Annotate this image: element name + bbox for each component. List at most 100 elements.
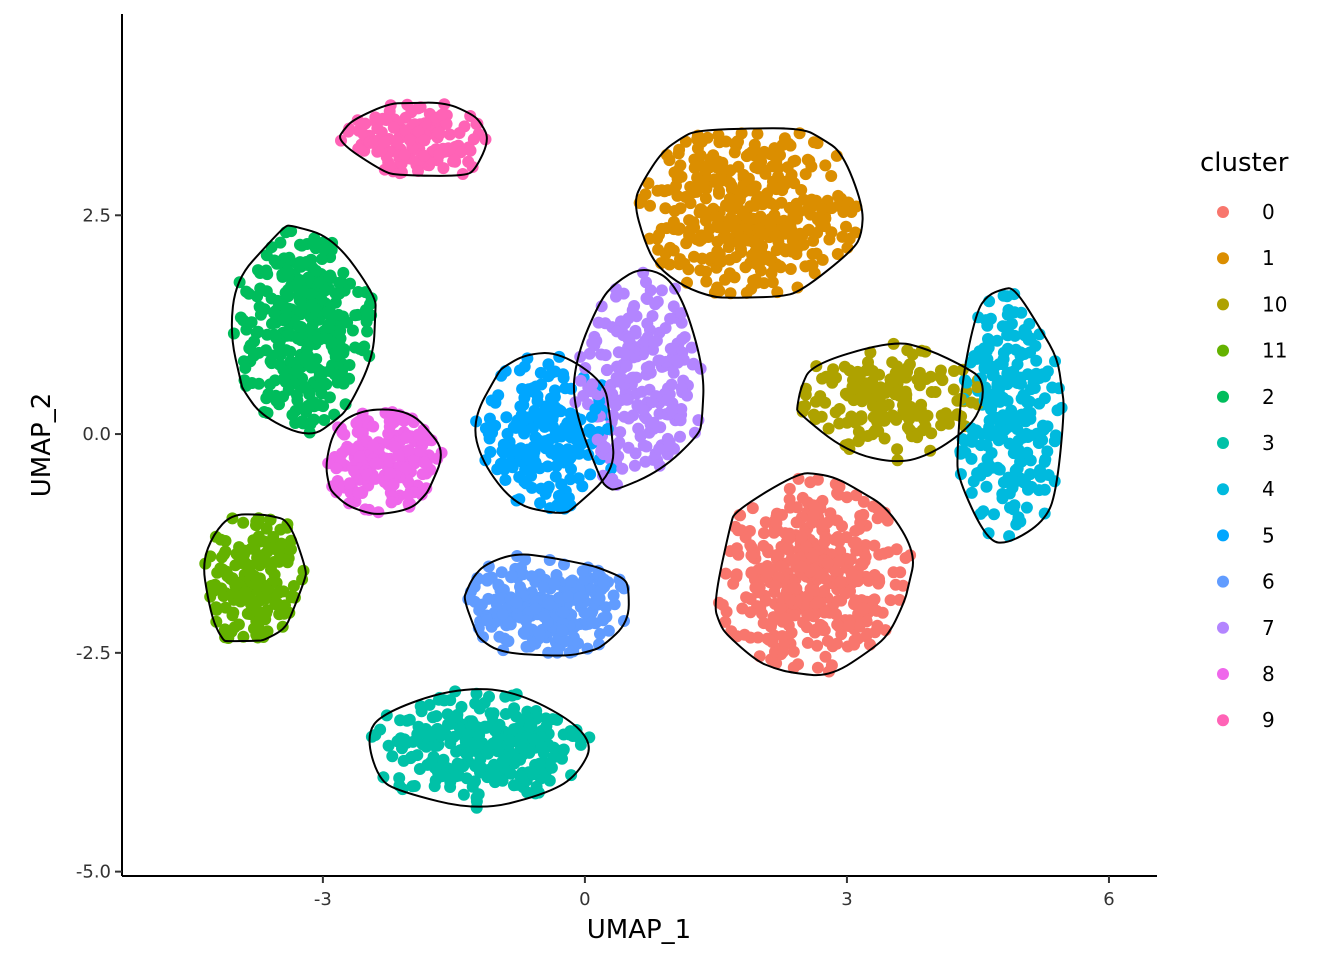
point-cluster-2 bbox=[349, 309, 362, 322]
point-cluster-6 bbox=[517, 626, 530, 639]
point-cluster-1 bbox=[722, 234, 735, 247]
point-cluster-0 bbox=[807, 508, 820, 521]
point-cluster-11 bbox=[219, 601, 232, 614]
point-cluster-0 bbox=[762, 633, 775, 646]
point-cluster-1 bbox=[729, 137, 741, 150]
legend-key-cluster-10 bbox=[1217, 298, 1229, 311]
point-cluster-1 bbox=[758, 277, 770, 290]
point-cluster-5 bbox=[517, 448, 530, 460]
point-cluster-1 bbox=[770, 155, 783, 168]
point-cluster-10 bbox=[871, 389, 884, 401]
point-cluster-9 bbox=[448, 153, 461, 166]
point-cluster-7 bbox=[586, 337, 599, 349]
point-cluster-1 bbox=[796, 229, 809, 242]
point-cluster-1 bbox=[724, 164, 737, 177]
point-cluster-1 bbox=[784, 263, 797, 275]
x-tick-label: -3 bbox=[314, 889, 332, 910]
point-cluster-7 bbox=[574, 374, 587, 387]
point-cluster-10 bbox=[971, 381, 984, 394]
point-cluster-10 bbox=[855, 410, 868, 423]
point-cluster-3 bbox=[444, 781, 457, 793]
point-cluster-4 bbox=[982, 527, 995, 540]
point-cluster-2 bbox=[361, 308, 374, 321]
point-cluster-10 bbox=[887, 375, 900, 388]
point-cluster-4 bbox=[1028, 382, 1041, 394]
point-cluster-11 bbox=[247, 534, 260, 547]
point-cluster-3 bbox=[382, 739, 395, 752]
point-cluster-4 bbox=[1011, 515, 1024, 528]
point-cluster-11 bbox=[233, 541, 246, 554]
point-cluster-1 bbox=[688, 161, 701, 174]
point-cluster-0 bbox=[795, 560, 808, 573]
point-cluster-3 bbox=[459, 735, 472, 748]
point-cluster-2 bbox=[281, 264, 294, 277]
point-cluster-4 bbox=[1046, 381, 1059, 394]
point-cluster-10 bbox=[889, 388, 902, 401]
legend-key-cluster-4 bbox=[1217, 483, 1229, 496]
point-cluster-7 bbox=[653, 442, 666, 455]
point-cluster-7 bbox=[617, 287, 630, 300]
point-cluster-2 bbox=[239, 362, 252, 374]
point-cluster-3 bbox=[411, 749, 424, 762]
point-cluster-3 bbox=[428, 780, 441, 793]
point-cluster-6 bbox=[481, 574, 494, 587]
point-cluster-6 bbox=[482, 560, 495, 573]
point-cluster-6 bbox=[572, 637, 584, 650]
point-cluster-6 bbox=[505, 570, 518, 582]
point-cluster-4 bbox=[1037, 419, 1049, 432]
point-cluster-9 bbox=[343, 122, 356, 135]
point-cluster-8 bbox=[413, 445, 426, 457]
point-cluster-9 bbox=[385, 160, 398, 173]
point-cluster-1 bbox=[663, 154, 676, 167]
point-cluster-2 bbox=[325, 336, 338, 349]
point-cluster-0 bbox=[749, 581, 762, 594]
point-cluster-4 bbox=[1024, 429, 1037, 442]
point-cluster-0 bbox=[776, 630, 789, 643]
point-cluster-1 bbox=[639, 188, 652, 201]
point-cluster-0 bbox=[850, 544, 863, 557]
point-cluster-6 bbox=[514, 580, 526, 593]
legend-title: cluster bbox=[1200, 148, 1289, 178]
point-cluster-5 bbox=[483, 412, 496, 425]
point-cluster-4 bbox=[1021, 368, 1034, 381]
point-cluster-3 bbox=[487, 707, 500, 720]
point-cluster-4 bbox=[1012, 447, 1025, 460]
point-cluster-0 bbox=[790, 516, 803, 529]
point-cluster-0 bbox=[779, 612, 792, 625]
point-cluster-6 bbox=[497, 644, 510, 657]
y-tick-label: 0.0 bbox=[82, 424, 111, 445]
point-cluster-3 bbox=[455, 700, 468, 713]
point-cluster-5 bbox=[561, 418, 574, 430]
point-cluster-9 bbox=[433, 148, 446, 161]
point-cluster-6 bbox=[542, 646, 555, 659]
point-cluster-10 bbox=[866, 375, 879, 388]
point-cluster-3 bbox=[447, 730, 460, 743]
point-cluster-5 bbox=[542, 358, 555, 371]
point-cluster-1 bbox=[735, 127, 748, 140]
point-cluster-5 bbox=[479, 422, 492, 435]
point-cluster-0 bbox=[719, 567, 732, 580]
legend-key-cluster-7 bbox=[1217, 621, 1229, 634]
point-cluster-3 bbox=[483, 690, 495, 703]
point-cluster-1 bbox=[671, 165, 684, 177]
point-cluster-2 bbox=[308, 232, 321, 245]
point-cluster-1 bbox=[752, 162, 765, 175]
point-cluster-7 bbox=[667, 366, 680, 379]
point-cluster-3 bbox=[489, 724, 502, 737]
point-cluster-4 bbox=[987, 368, 1000, 380]
point-cluster-7 bbox=[616, 462, 629, 475]
point-cluster-0 bbox=[808, 584, 820, 597]
point-cluster-1 bbox=[653, 228, 665, 241]
point-cluster-6 bbox=[515, 561, 527, 574]
point-cluster-4 bbox=[1012, 434, 1025, 447]
outline-cluster-11 bbox=[203, 513, 307, 643]
point-cluster-0 bbox=[744, 539, 757, 552]
outline-cluster-4 bbox=[956, 287, 1065, 544]
point-cluster-0 bbox=[745, 566, 758, 579]
point-cluster-1 bbox=[825, 170, 838, 182]
point-cluster-0 bbox=[738, 628, 751, 641]
point-cluster-2 bbox=[318, 377, 331, 390]
point-cluster-4 bbox=[1015, 377, 1027, 390]
point-cluster-10 bbox=[911, 373, 924, 386]
point-cluster-7 bbox=[659, 322, 672, 334]
